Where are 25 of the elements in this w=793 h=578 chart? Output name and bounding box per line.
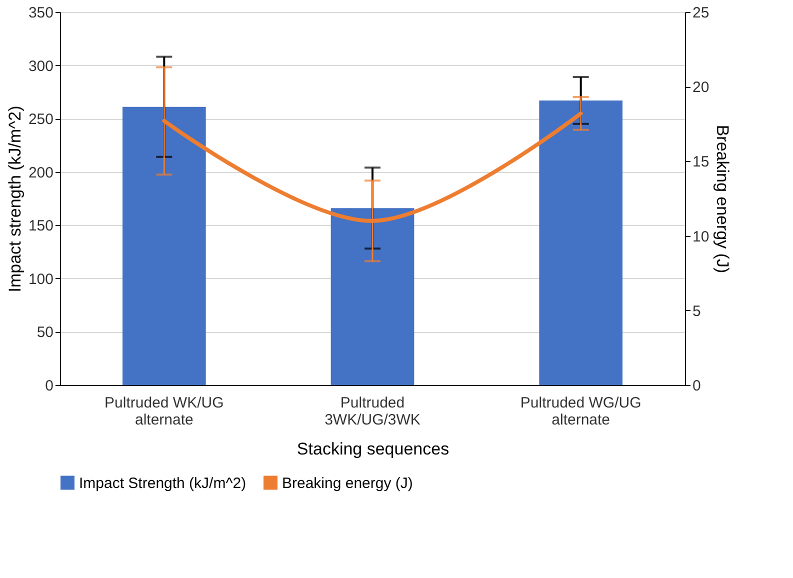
y-axis-title: Impact strength (kJ/m^2) [5, 106, 24, 292]
y-tick-label: 300 [28, 58, 54, 75]
bar [539, 100, 622, 385]
legend-label: Breaking energy (J) [282, 474, 413, 492]
y2-tick-label: 5 [692, 302, 701, 320]
x-axis-title: Stacking sequences [296, 440, 450, 458]
y-tick-label: 150 [28, 218, 54, 235]
x-tick-label: Pultruded WK/UG alternate [104, 394, 224, 428]
x-tick-label: Pultruded 3WK/UG/3WK [324, 394, 420, 428]
x-tick-label: Pultruded WG/UG alternate [520, 394, 642, 428]
y2-tick-label: 20 [692, 79, 710, 96]
y-tick-label: 0 [45, 378, 54, 394]
y2-tick-label: 10 [692, 228, 710, 246]
y2-axis-title: Breaking energy (J) [713, 124, 732, 274]
y2-tick-label: 15 [692, 154, 710, 171]
y2-tick-label: 0 [692, 378, 701, 394]
y-tick-label: 350 [28, 4, 54, 22]
bar [330, 208, 414, 385]
y-tick-label: 100 [28, 270, 54, 288]
bar [122, 106, 206, 385]
y-tick-label: 250 [28, 111, 54, 128]
legend-label: Impact Strength (kJ/m^2) [79, 474, 246, 492]
y-tick-label: 50 [36, 324, 54, 342]
y-tick-label: 200 [28, 164, 54, 182]
y2-tick-label: 25 [692, 4, 710, 22]
